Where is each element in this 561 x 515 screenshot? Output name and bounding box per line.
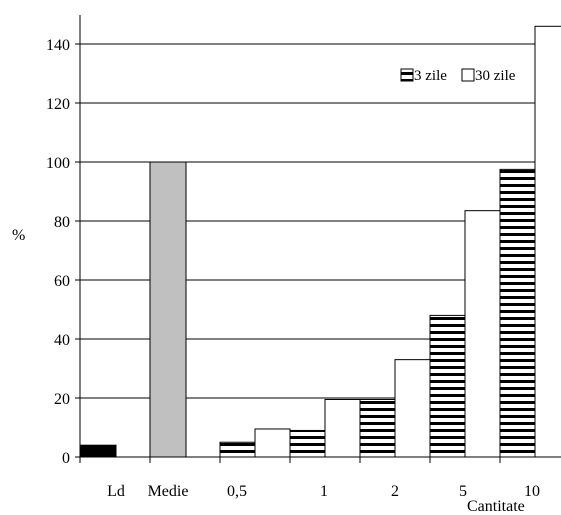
- legend-swatch-30-zile: [461, 68, 475, 82]
- y-tick-label-60: 60: [54, 273, 70, 290]
- bar-30-zile-10: [534, 25, 561, 458]
- bars: [79, 25, 561, 458]
- x-category-labels: Ld Medie 0,5 1 2 5 10: [107, 483, 540, 500]
- x-category-label-1: 1: [320, 483, 328, 500]
- y-tick-labels: 0 20 40 60 80 100 120 140: [46, 37, 70, 467]
- legend-label-30-zile: 30 zile: [475, 68, 516, 84]
- y-tick-label-120: 120: [46, 96, 70, 113]
- x-category-label-2: 2: [391, 483, 399, 500]
- bar-30-zile-2: [394, 359, 431, 458]
- y-tick-label-20: 20: [54, 391, 70, 408]
- bar-3-zile-0-5: [219, 441, 256, 458]
- y-tick-label-100: 100: [46, 155, 70, 172]
- bar-3-zile-10: [499, 168, 536, 458]
- bar-medie: [149, 161, 187, 458]
- x-category-label-0-5: 0,5: [227, 483, 247, 500]
- bar-3-zile-1: [289, 429, 326, 458]
- x-category-label-10: 10: [524, 483, 540, 500]
- y-tick-label-40: 40: [54, 332, 70, 349]
- x-category-label-ld: Ld: [107, 483, 125, 500]
- x-category-label-5: 5: [459, 483, 467, 500]
- bar-3-zile-5: [429, 314, 466, 458]
- y-tick-label-80: 80: [54, 214, 70, 231]
- y-tick-label-0: 0: [62, 450, 70, 467]
- bar-ld: [79, 444, 117, 458]
- bar-3-zile-2: [359, 398, 396, 458]
- y-tick-label-140: 140: [46, 37, 70, 54]
- x-category-label-medie: Medie: [148, 483, 189, 500]
- bar-30-zile-1: [324, 398, 361, 458]
- axes: [75, 15, 536, 463]
- y-axis-label: %: [12, 227, 25, 244]
- x-axis-label: Cantitate: [467, 498, 525, 515]
- legend-label-3-zile: 3 zile: [414, 68, 447, 84]
- legend-swatch-3-zile: [400, 68, 414, 82]
- legend: 3 zile 30 zile: [400, 68, 516, 84]
- bar-30-zile-5: [464, 210, 501, 458]
- bar-30-zile-0-5: [254, 428, 291, 458]
